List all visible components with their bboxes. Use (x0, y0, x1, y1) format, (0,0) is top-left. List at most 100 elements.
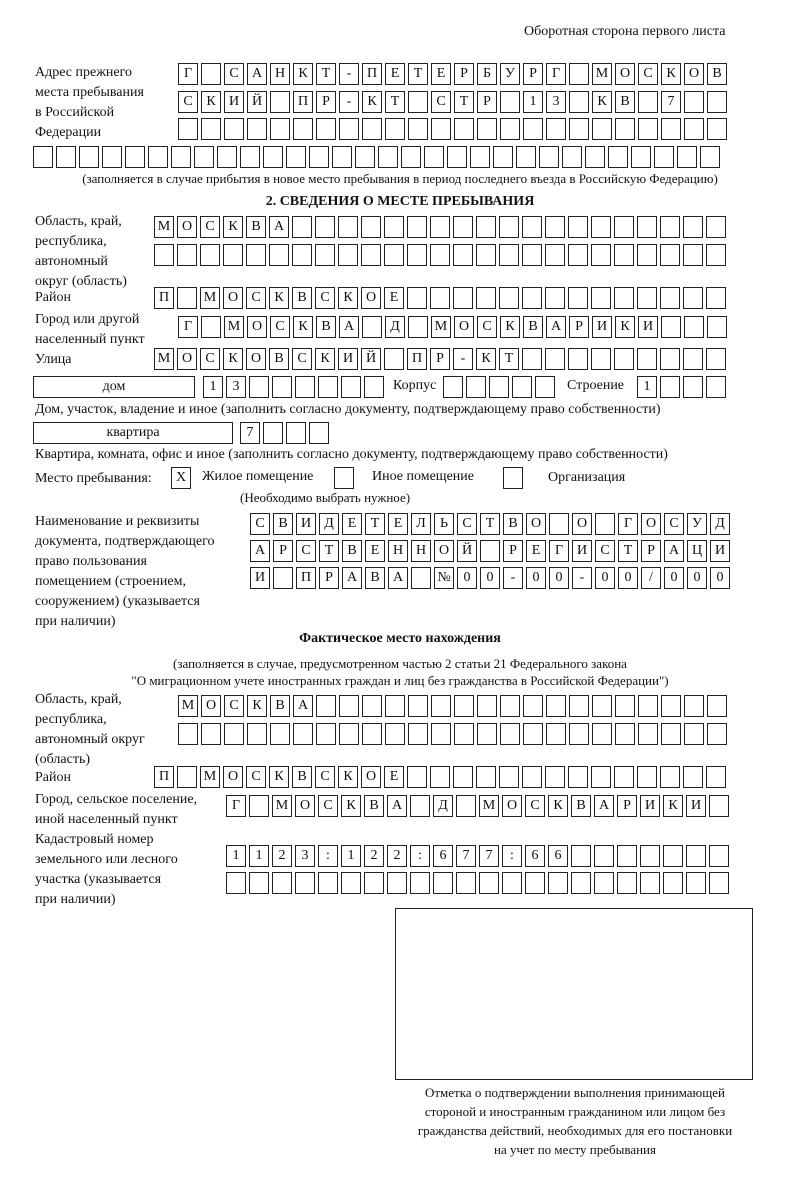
char-cell[interactable] (707, 723, 727, 745)
char-cell[interactable]: О (223, 287, 243, 309)
cadastral-row-2[interactable] (226, 872, 732, 894)
char-cell[interactable] (339, 695, 359, 717)
char-cell[interactable] (315, 216, 335, 238)
char-cell[interactable]: 7 (240, 422, 260, 444)
char-cell[interactable]: С (431, 91, 451, 113)
char-cell[interactable] (309, 146, 329, 168)
char-cell[interactable]: Т (385, 91, 405, 113)
char-cell[interactable]: О (247, 316, 267, 338)
char-cell[interactable] (361, 244, 381, 266)
char-cell[interactable]: У (687, 513, 707, 535)
char-cell[interactable]: Н (270, 63, 290, 85)
char-cell[interactable]: 2 (364, 845, 384, 867)
char-cell[interactable] (614, 348, 634, 370)
previous-address-row-3[interactable] (178, 118, 730, 140)
char-cell[interactable]: С (224, 695, 244, 717)
char-cell[interactable]: С (270, 316, 290, 338)
char-cell[interactable] (663, 872, 683, 894)
char-cell[interactable] (201, 63, 221, 85)
char-cell[interactable] (500, 695, 520, 717)
apartment-number-field[interactable]: 7 (240, 422, 332, 444)
char-cell[interactable] (686, 845, 706, 867)
char-cell[interactable] (431, 723, 451, 745)
char-cell[interactable] (453, 216, 473, 238)
char-cell[interactable] (201, 118, 221, 140)
char-cell[interactable]: О (201, 695, 221, 717)
char-cell[interactable] (684, 316, 704, 338)
char-cell[interactable] (316, 118, 336, 140)
char-cell[interactable]: К (341, 795, 361, 817)
char-cell[interactable] (591, 244, 611, 266)
char-cell[interactable] (522, 348, 542, 370)
char-cell[interactable]: К (293, 316, 313, 338)
char-cell[interactable] (316, 695, 336, 717)
char-cell[interactable]: М (479, 795, 499, 817)
char-cell[interactable]: С (200, 348, 220, 370)
char-cell[interactable] (522, 216, 542, 238)
char-cell[interactable] (522, 766, 542, 788)
char-cell[interactable]: О (526, 513, 546, 535)
char-cell[interactable]: В (707, 63, 727, 85)
char-cell[interactable] (684, 695, 704, 717)
char-cell[interactable] (638, 723, 658, 745)
char-cell[interactable]: Г (546, 63, 566, 85)
char-cell[interactable] (318, 872, 338, 894)
char-cell[interactable] (706, 348, 726, 370)
char-cell[interactable]: А (388, 567, 408, 589)
char-cell[interactable] (525, 872, 545, 894)
char-cell[interactable]: Г (178, 316, 198, 338)
char-cell[interactable]: С (477, 316, 497, 338)
char-cell[interactable] (707, 316, 727, 338)
char-cell[interactable]: Ц (687, 540, 707, 562)
char-cell[interactable]: 0 (549, 567, 569, 589)
char-cell[interactable] (200, 244, 220, 266)
char-cell[interactable] (660, 216, 680, 238)
char-cell[interactable]: 0 (595, 567, 615, 589)
char-cell[interactable] (638, 91, 658, 113)
char-cell[interactable] (684, 91, 704, 113)
char-cell[interactable]: В (364, 795, 384, 817)
char-cell[interactable]: Р (617, 795, 637, 817)
char-cell[interactable] (477, 118, 497, 140)
char-cell[interactable] (408, 91, 428, 113)
char-cell[interactable]: К (269, 766, 289, 788)
char-cell[interactable] (56, 146, 76, 168)
char-cell[interactable] (273, 567, 293, 589)
char-cell[interactable] (479, 872, 499, 894)
char-cell[interactable] (477, 695, 497, 717)
char-cell[interactable] (709, 872, 729, 894)
char-cell[interactable]: 1 (249, 845, 269, 867)
char-cell[interactable] (480, 540, 500, 562)
char-cell[interactable]: В (365, 567, 385, 589)
char-cell[interactable]: Н (388, 540, 408, 562)
char-cell[interactable] (293, 118, 313, 140)
char-cell[interactable]: Е (342, 513, 362, 535)
char-cell[interactable] (592, 723, 612, 745)
char-cell[interactable]: П (296, 567, 316, 589)
char-cell[interactable] (263, 146, 283, 168)
char-cell[interactable] (585, 146, 605, 168)
char-cell[interactable] (476, 244, 496, 266)
char-cell[interactable]: 0 (710, 567, 730, 589)
char-cell[interactable] (502, 872, 522, 894)
char-cell[interactable] (408, 723, 428, 745)
char-cell[interactable] (292, 244, 312, 266)
char-cell[interactable]: С (457, 513, 477, 535)
char-cell[interactable] (683, 216, 703, 238)
char-cell[interactable] (614, 216, 634, 238)
char-cell[interactable] (385, 118, 405, 140)
char-cell[interactable] (637, 216, 657, 238)
char-cell[interactable] (661, 723, 681, 745)
char-cell[interactable] (614, 244, 634, 266)
char-cell[interactable]: 0 (526, 567, 546, 589)
char-cell[interactable] (615, 118, 635, 140)
char-cell[interactable] (430, 216, 450, 238)
char-cell[interactable] (454, 695, 474, 717)
char-cell[interactable] (499, 287, 519, 309)
char-cell[interactable] (568, 287, 588, 309)
char-cell[interactable]: С (250, 513, 270, 535)
char-cell[interactable] (385, 695, 405, 717)
